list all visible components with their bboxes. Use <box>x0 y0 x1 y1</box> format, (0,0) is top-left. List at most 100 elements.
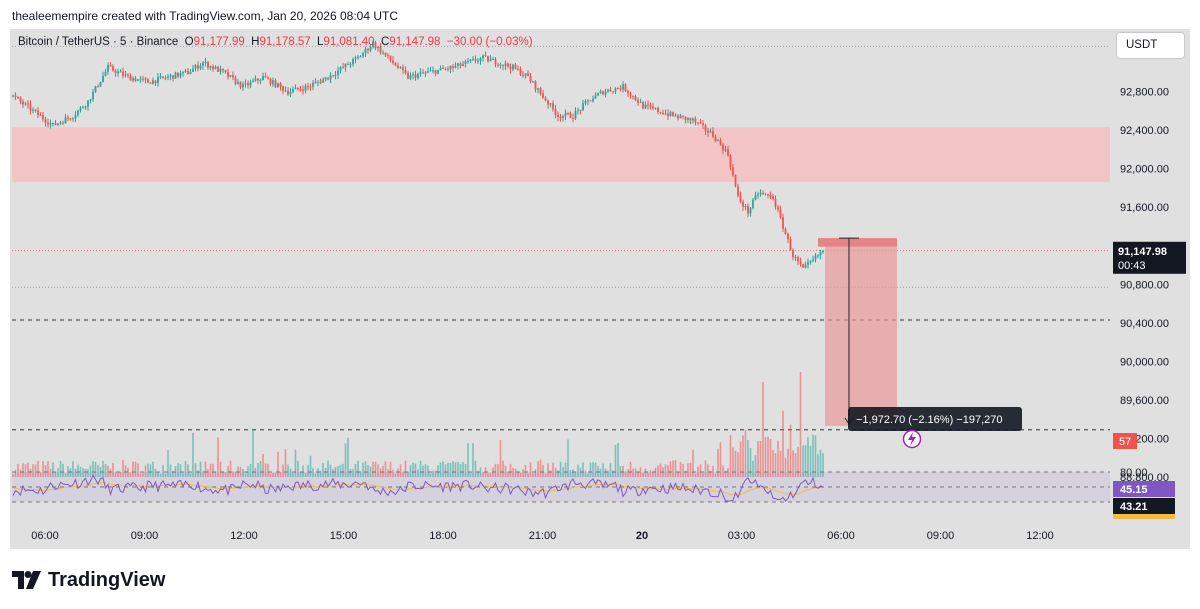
chart-canvas[interactable]: −1,972.70 (−2.16%) −197,27093,200.0092,8… <box>10 29 1190 549</box>
candle <box>582 99 584 112</box>
candle-body <box>687 118 689 120</box>
volume-bar <box>342 463 344 477</box>
last-price-countdown: 00:43 <box>1118 260 1146 272</box>
candle-body <box>554 108 557 115</box>
volume-bar <box>769 438 772 477</box>
volume-bar <box>52 462 54 477</box>
chart-frame[interactable]: −1,972.70 (−2.16%) −197,27093,200.0092,8… <box>10 29 1190 549</box>
candle <box>109 62 112 67</box>
volume-bar <box>314 473 317 477</box>
candle-body <box>109 65 112 67</box>
candle-body <box>552 103 554 109</box>
candle-body <box>242 84 244 88</box>
candle-body <box>154 80 157 84</box>
volume-bar <box>524 465 527 477</box>
volume-bar <box>439 462 442 477</box>
volume-bar <box>474 460 477 477</box>
candle-body <box>237 81 239 84</box>
candle <box>14 92 17 100</box>
candle <box>94 85 97 93</box>
candle-body <box>624 84 627 92</box>
candle <box>454 62 457 69</box>
volume-bar <box>367 465 369 477</box>
volume-bar <box>457 461 459 477</box>
volume-bar <box>419 460 422 477</box>
candle-body <box>707 130 709 133</box>
candle <box>294 84 297 90</box>
candle-body <box>59 122 62 124</box>
candle <box>804 261 807 269</box>
last-price-tag <box>1113 241 1186 274</box>
candle-body <box>584 100 587 104</box>
volume-bar <box>267 463 269 477</box>
candle <box>544 95 547 102</box>
short-stop-zone <box>818 238 897 247</box>
volume-bar <box>59 460 62 477</box>
candle <box>282 85 284 95</box>
legend-high-value: 91,178.57 <box>259 36 311 48</box>
volume-bar <box>604 468 607 477</box>
volume-bar <box>592 462 594 477</box>
candle-body <box>182 71 184 74</box>
measure-label-box <box>848 407 1022 431</box>
volume-bar <box>629 461 632 477</box>
candle <box>387 53 389 59</box>
volume-bar <box>707 464 709 477</box>
candle-body <box>772 195 774 200</box>
volume-bar <box>659 463 662 477</box>
legend-close-value: 91,147.98 <box>389 36 441 48</box>
candle-body <box>239 81 242 88</box>
candle-body <box>362 53 364 57</box>
volume-bar <box>279 472 282 477</box>
volume-bar <box>782 410 784 477</box>
candle-body <box>89 99 92 101</box>
price-tick-label: 92,000.00 <box>1120 164 1169 176</box>
candle <box>737 183 739 198</box>
candle <box>144 77 147 84</box>
candle <box>152 77 154 85</box>
volume-bar <box>37 461 39 477</box>
candle <box>467 58 469 64</box>
candle <box>757 191 759 199</box>
candle-body <box>82 107 84 109</box>
candle-body <box>382 52 384 54</box>
candle <box>564 109 567 121</box>
candle <box>197 61 199 72</box>
candle <box>782 213 784 232</box>
candle-body <box>317 81 319 83</box>
candle-body <box>632 95 634 97</box>
candle-body <box>67 117 69 119</box>
candle-body <box>684 116 687 120</box>
rsi-value-tag <box>1113 481 1175 497</box>
volume-bar <box>17 463 19 477</box>
volume-bar <box>784 457 787 477</box>
candle-body <box>662 112 664 115</box>
candle <box>587 99 589 106</box>
candle-body <box>634 96 637 100</box>
volume-bar <box>167 450 169 477</box>
volume-bar <box>282 464 284 477</box>
candle-body <box>49 123 52 125</box>
candle-body <box>327 77 329 80</box>
candle-body <box>159 76 162 78</box>
candle <box>19 96 22 105</box>
volume-bar <box>417 469 419 477</box>
volume-bar <box>534 469 537 477</box>
candle <box>534 80 537 93</box>
volume-bar <box>607 470 609 477</box>
candle-body <box>719 140 722 145</box>
volume-bar <box>637 471 639 477</box>
price-tick-label: 92,400.00 <box>1120 125 1169 137</box>
candle <box>579 109 582 115</box>
candle-body <box>269 78 272 85</box>
volume-bar <box>469 473 472 477</box>
candle <box>482 54 484 62</box>
candle <box>617 87 619 90</box>
candle-body <box>349 64 352 66</box>
candle <box>139 76 142 83</box>
candle <box>167 73 169 81</box>
price-tick-label: 91,600.00 <box>1120 202 1169 214</box>
currency-button[interactable]: USDT <box>1116 32 1185 59</box>
candle <box>732 164 734 177</box>
candle-body <box>37 110 39 115</box>
